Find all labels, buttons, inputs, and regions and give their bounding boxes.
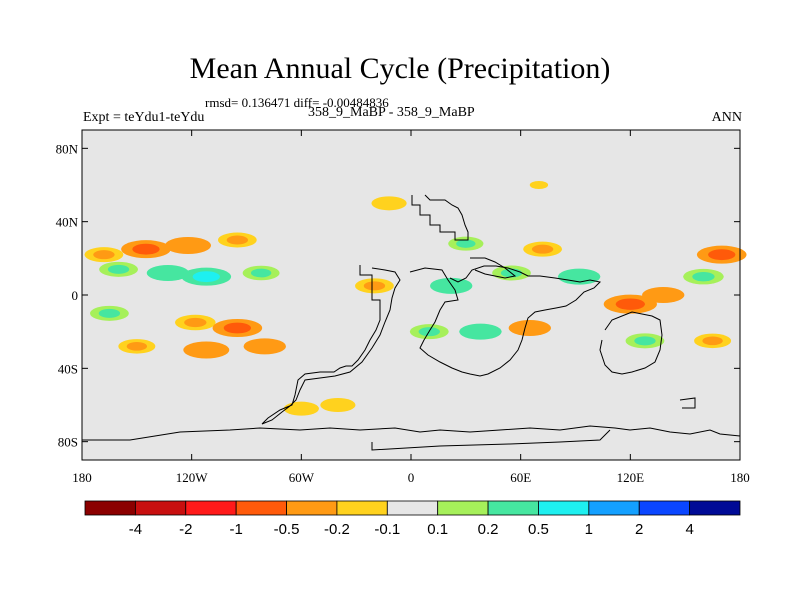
colorbar-label-3: -0.5 bbox=[274, 521, 300, 538]
x-tick-label-0: 180 bbox=[72, 470, 92, 485]
x-tick-label-3: 0 bbox=[408, 470, 415, 485]
figure-title: Mean Annual Cycle (Precipitation) bbox=[189, 52, 611, 85]
colorbar-swatch-9 bbox=[538, 500, 590, 516]
anomaly-core-16 bbox=[363, 281, 386, 291]
anomaly-core-7 bbox=[250, 268, 272, 278]
colorbar-label-0: -4 bbox=[129, 521, 142, 538]
season-label: ANN bbox=[711, 110, 742, 125]
anomaly-core-26 bbox=[567, 271, 591, 282]
colorbar-label-10: 2 bbox=[635, 521, 643, 538]
anomaly-core-28 bbox=[651, 290, 675, 300]
coastline-3 bbox=[470, 257, 517, 279]
y-tick-label-0: 80N bbox=[56, 141, 79, 156]
colorbar-label-8: 0.5 bbox=[528, 521, 549, 538]
anomaly-core-25 bbox=[529, 180, 549, 190]
colorbar-label-11: 4 bbox=[685, 521, 693, 538]
colorbar-swatch-12 bbox=[689, 500, 741, 516]
plot-area bbox=[81, 129, 747, 461]
colorbar-swatch-2 bbox=[185, 500, 237, 516]
anomaly-core-15 bbox=[328, 400, 348, 410]
anomaly-layer bbox=[84, 178, 747, 416]
anomaly-core-2 bbox=[175, 240, 201, 251]
anomaly-core-12 bbox=[253, 341, 277, 352]
anomaly-core-29 bbox=[634, 336, 656, 346]
anomaly-core-19 bbox=[439, 281, 463, 291]
colorbar-swatch-6 bbox=[386, 500, 439, 516]
map-background bbox=[82, 130, 740, 460]
colorbar-label-7: 0.2 bbox=[478, 521, 499, 538]
colorbar-swatch-5 bbox=[336, 500, 388, 516]
colorbar-label-6: 0.1 bbox=[427, 521, 448, 538]
colorbar-swatch-0 bbox=[84, 500, 136, 516]
anomaly-core-13 bbox=[126, 341, 148, 351]
x-tick-label-5: 120E bbox=[617, 470, 645, 485]
anomaly-core-3 bbox=[226, 235, 249, 245]
experiment-label: Expt = teYdu1-teYdu bbox=[83, 110, 205, 125]
coastline-1 bbox=[261, 265, 401, 425]
case-label: 358_9_MaBP - 358_9_MaBP bbox=[308, 105, 475, 120]
anomaly-core-24 bbox=[531, 244, 554, 254]
anomaly-core-9 bbox=[184, 317, 207, 328]
colorbar-label-4: -0.2 bbox=[324, 521, 350, 538]
coastline-layer bbox=[82, 194, 741, 451]
anomaly-core-1 bbox=[132, 243, 160, 255]
anomaly-core-11 bbox=[193, 344, 219, 356]
anomaly-core-0 bbox=[93, 250, 115, 260]
colorbar-label-1: -2 bbox=[179, 521, 192, 538]
anomaly-core-20 bbox=[456, 239, 476, 248]
anomaly-core-10 bbox=[223, 322, 252, 334]
anomaly-core-27 bbox=[615, 298, 645, 310]
anomaly-core-6 bbox=[192, 271, 220, 283]
coastline-0 bbox=[411, 194, 469, 241]
x-tick-label-2: 60W bbox=[289, 470, 315, 485]
y-tick-label-1: 40N bbox=[56, 215, 79, 230]
anomaly-core-30 bbox=[708, 249, 736, 261]
anomaly-core-23 bbox=[518, 323, 542, 333]
anomaly-core-4 bbox=[107, 264, 130, 274]
colorbar-swatch-1 bbox=[134, 500, 187, 516]
y-tick-label-2: 0 bbox=[72, 288, 79, 303]
colorbar-swatch-3 bbox=[235, 500, 287, 516]
colorbar-label-5: -0.1 bbox=[374, 521, 400, 538]
anomaly-core-21 bbox=[468, 326, 493, 337]
y-tick-label-4: 80S bbox=[58, 435, 78, 450]
colorbar-swatch-8 bbox=[487, 500, 539, 516]
anomaly-core-31 bbox=[692, 272, 715, 282]
axis-ticks: 80N 40N 0 40S 80S 180 120W 60W 0 60E 120E 180 bbox=[56, 130, 750, 485]
y-tick-label-3: 40S bbox=[58, 361, 78, 376]
colorbar-label-9: 1 bbox=[585, 521, 593, 538]
coastline-5 bbox=[679, 397, 696, 409]
x-tick-label-1: 120W bbox=[176, 470, 209, 485]
colorbar-swatch-11 bbox=[638, 500, 691, 516]
stats-text: rmsd= 0.136471 diff= -0.00484836 bbox=[205, 95, 389, 110]
colorbar-label-2: -1 bbox=[229, 521, 242, 538]
anomaly-core-8 bbox=[98, 308, 121, 318]
colorbar-swatch-4 bbox=[286, 500, 338, 516]
coastline-6 bbox=[82, 425, 741, 441]
x-tick-label-4: 60E bbox=[510, 470, 531, 485]
anomaly-core-17 bbox=[379, 199, 399, 208]
colorbar-swatch-10 bbox=[588, 500, 640, 516]
colorbar-swatch-7 bbox=[437, 500, 489, 516]
anomaly-core-5 bbox=[156, 268, 180, 278]
anomaly-core-32 bbox=[702, 336, 723, 346]
x-tick-label-6: 180 bbox=[730, 470, 750, 485]
anomaly-core-14 bbox=[291, 404, 312, 413]
colorbar: -4 -2 -1 -0.5 -0.2 -0.1 0.1 0.2 0.5 1 2 4 bbox=[84, 500, 741, 538]
coastline-7 bbox=[371, 429, 611, 451]
coastline-2 bbox=[409, 265, 602, 377]
coastline-4 bbox=[599, 311, 663, 375]
